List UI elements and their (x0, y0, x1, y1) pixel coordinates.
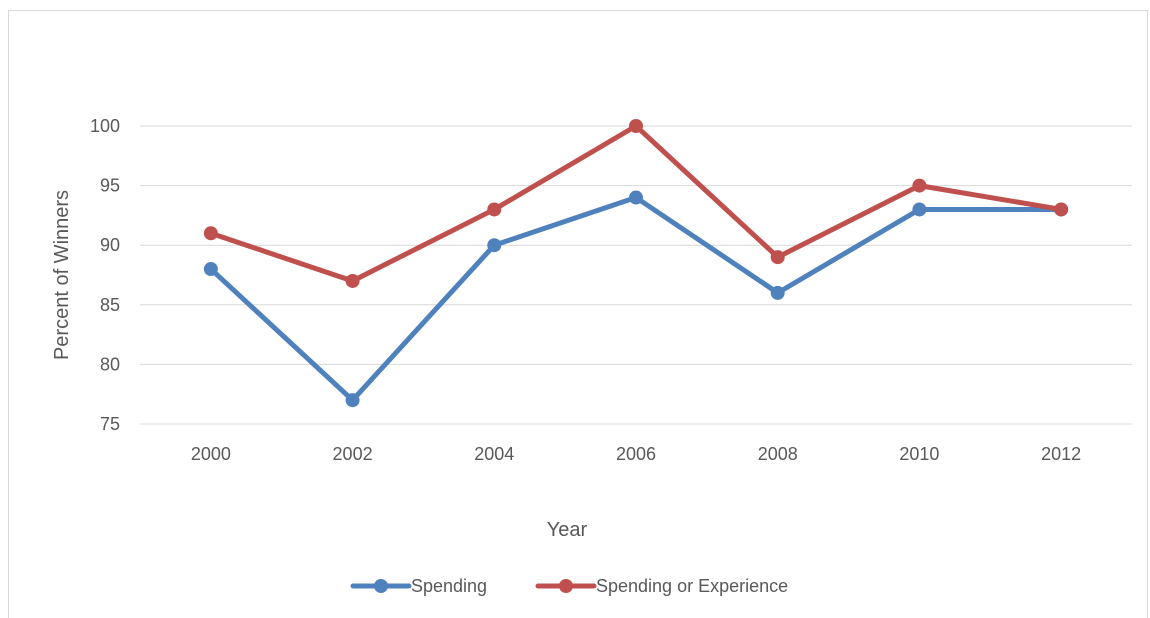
legend: Spending Spending or Experience (350, 576, 788, 596)
data-point (912, 178, 927, 193)
gridlines (140, 125, 1132, 425)
series-line (208, 195, 1064, 403)
chart-area (8, 10, 1148, 618)
data-point (770, 250, 785, 265)
y-axis-ticks: 75 80 85 90 95 100 (90, 116, 120, 434)
y-tick-label: 80 (100, 354, 120, 374)
y-axis-title: Percent of Winners (51, 190, 73, 360)
data-point (487, 202, 502, 217)
data-point (770, 285, 785, 300)
data-point (345, 273, 360, 288)
x-tick-label: 2004 (474, 444, 514, 464)
legend-label: Spending or Experience (596, 576, 788, 596)
legend-marker (559, 579, 573, 593)
series-layer (203, 119, 1069, 408)
data-point (629, 119, 643, 133)
series-1 (203, 190, 1069, 408)
series-2 (203, 119, 1069, 288)
y-tick-label: 95 (100, 176, 120, 196)
x-tick-label: 2002 (333, 444, 373, 464)
data-point (912, 202, 927, 217)
data-point (203, 226, 218, 241)
data-point (345, 393, 360, 408)
y-tick-label: 85 (100, 295, 120, 315)
legend-item: Spending or Experience (535, 576, 788, 596)
x-tick-label: 2012 (1041, 444, 1081, 464)
data-point (1054, 202, 1069, 217)
x-axis-ticks: 2000 2002 2004 2006 2008 2010 2012 (191, 444, 1081, 464)
x-axis-title: Year (547, 519, 588, 541)
x-tick-label: 2010 (899, 444, 939, 464)
data-point (203, 262, 218, 277)
x-tick-label: 2008 (758, 444, 798, 464)
data-point (487, 238, 502, 253)
y-tick-label: 100 (90, 116, 120, 136)
y-tick-label: 90 (100, 235, 120, 255)
legend-marker (374, 579, 388, 593)
x-tick-label: 2006 (616, 444, 656, 464)
y-tick-label: 75 (100, 414, 120, 434)
data-point (629, 190, 643, 205)
legend-item: Spending (350, 576, 487, 596)
x-tick-label: 2000 (191, 444, 231, 464)
legend-label: Spending (411, 576, 487, 596)
